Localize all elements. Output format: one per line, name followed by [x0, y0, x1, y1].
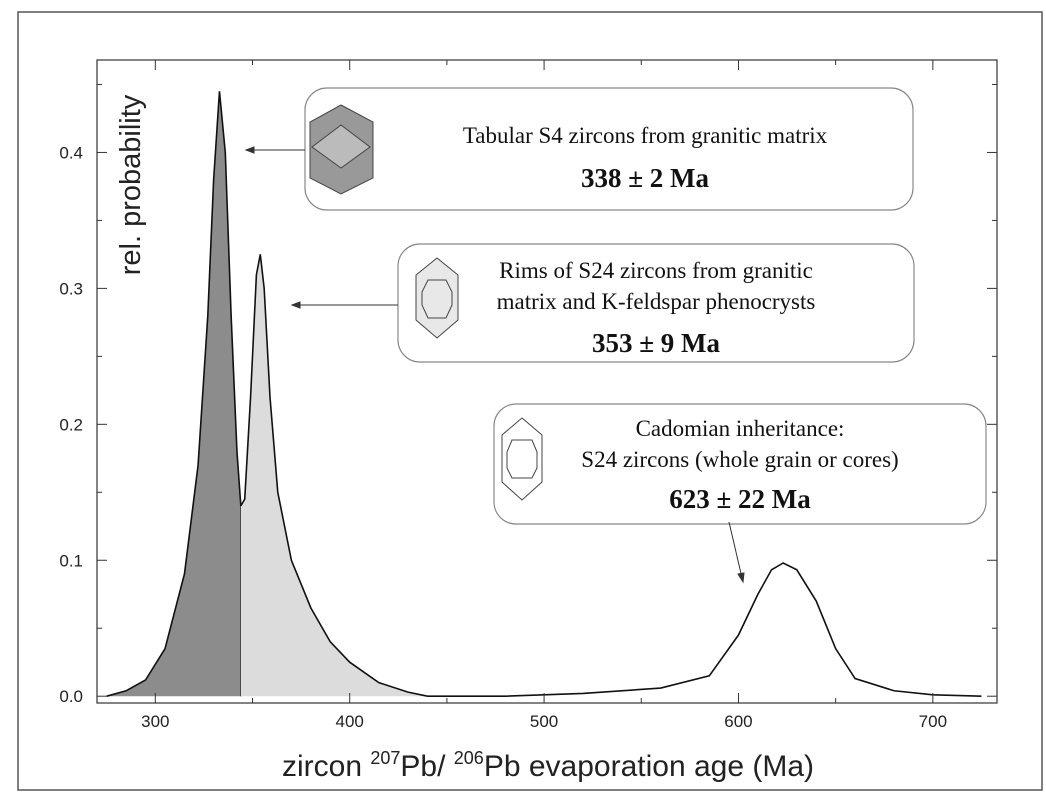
annotations: Tabular S4 zircons from granitic matrix 3… — [463, 123, 899, 514]
arrow-head — [737, 572, 745, 584]
x-axis-label: zircon 207Pb/ 206Pb evaporation age (Ma) — [282, 748, 814, 783]
area — [240, 254, 428, 697]
arrow-head — [244, 146, 255, 154]
x-label-part: Pb evaporation age (Ma) — [484, 750, 814, 783]
curve — [106, 91, 242, 697]
y-tick-label: 0.2 — [59, 415, 83, 434]
annotation-text: Rims of S24 zircons from granitic — [499, 258, 813, 283]
x-label-part: Pb/ — [400, 750, 453, 783]
x-label-part: zircon — [282, 750, 370, 783]
y-tick-label: 0.1 — [59, 551, 83, 570]
annotation-text: Cadomian inheritance: — [636, 416, 845, 441]
x-tick-label: 600 — [724, 712, 752, 731]
arrows — [244, 146, 745, 584]
curve — [427, 562, 982, 698]
annotation-age: 338 ± 2 Ma — [581, 163, 710, 193]
x-tick-label: 700 — [919, 712, 947, 731]
x-label-sup: 206 — [454, 748, 484, 768]
annotation-box — [493, 403, 987, 525]
crystal-icon — [506, 439, 538, 479]
plot-border — [96, 59, 998, 704]
annotation-age: 623 ± 22 Ma — [669, 484, 811, 514]
area — [106, 91, 241, 697]
annotation-text: Tabular S4 zircons from granitic matrix — [463, 123, 828, 148]
arrow — [728, 521, 744, 583]
crystal-icon — [501, 417, 543, 501]
crystal-icon — [311, 124, 371, 169]
x-tick-label: 400 — [336, 712, 364, 731]
annotation-boxes — [304, 87, 987, 525]
y-axis-label: rel. probability — [115, 94, 147, 275]
x-tick-label: 300 — [141, 712, 169, 731]
crystal-icon — [421, 279, 453, 319]
annotation-box — [397, 243, 915, 363]
annotation-box — [304, 87, 914, 211]
curve — [240, 254, 428, 697]
x-label-sup: 207 — [370, 748, 400, 768]
crystal-icon — [415, 257, 459, 339]
y-tick-label: 0.3 — [59, 279, 83, 298]
icons — [309, 104, 543, 501]
annotation-age: 353 ± 9 Ma — [592, 328, 721, 358]
x-tick-label: 500 — [530, 712, 558, 731]
annotation-text: S24 zircons (whole grain or cores) — [581, 447, 898, 472]
y-tick-label: 0.4 — [59, 143, 83, 162]
frame — [17, 11, 1043, 791]
y-tick-label: 0.0 — [59, 687, 83, 706]
annotation-text: matrix and K-feldspar phenocrysts — [497, 289, 816, 314]
plot — [96, 59, 998, 704]
arrow-head — [290, 301, 301, 309]
